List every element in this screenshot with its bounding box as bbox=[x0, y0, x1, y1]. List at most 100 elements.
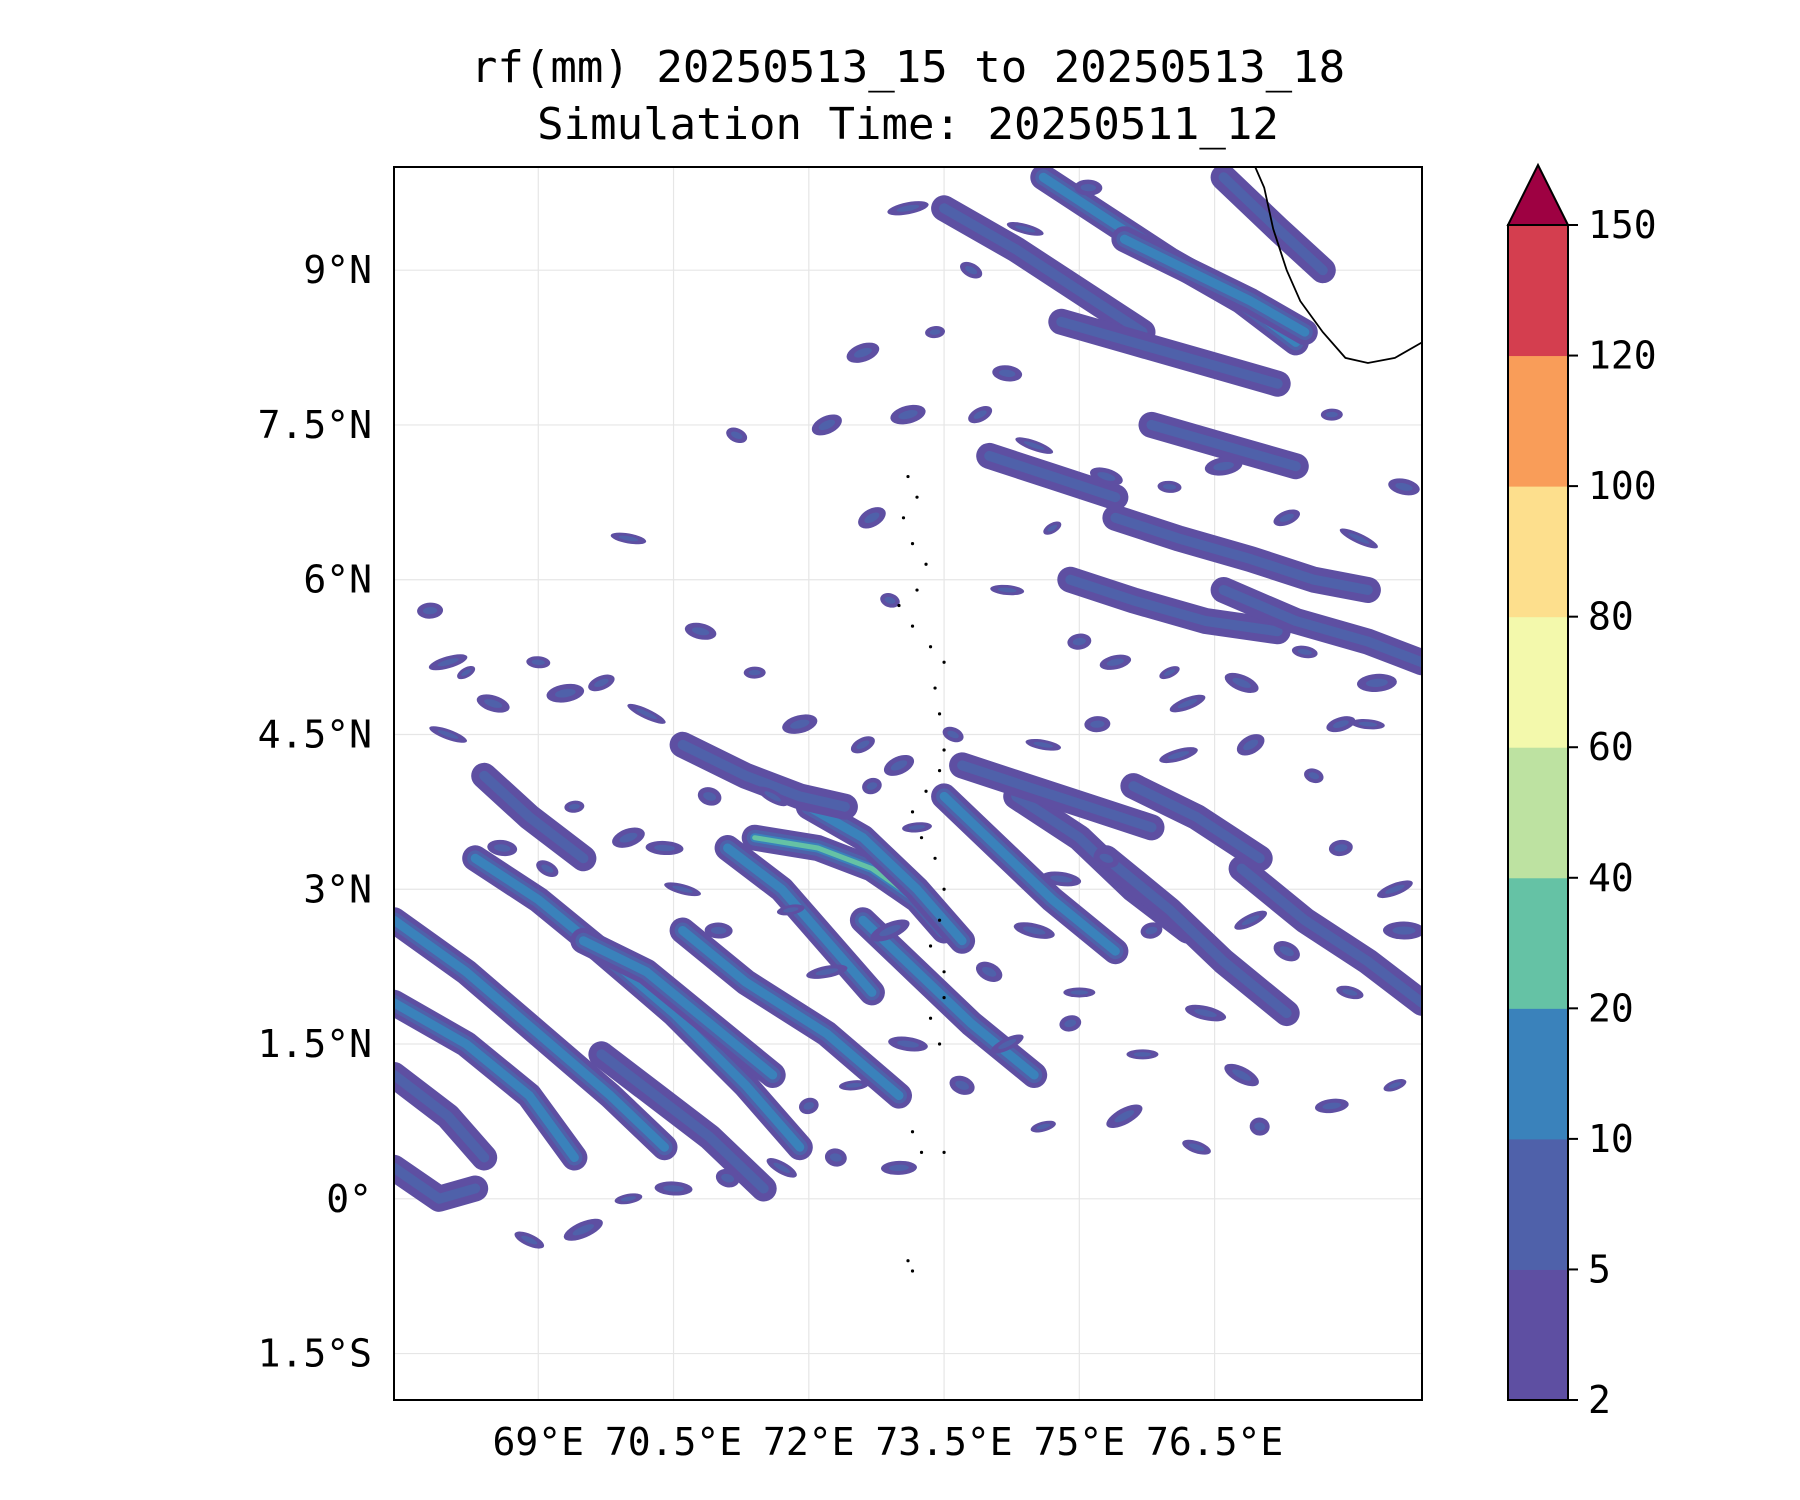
rain-patch-24 bbox=[1304, 768, 1324, 784]
rain-patch-inner bbox=[818, 419, 836, 431]
x-tick-label-1: 70.5°E bbox=[605, 1420, 742, 1464]
rain-band-2 bbox=[394, 1062, 498, 1171]
rain-patch-88 bbox=[975, 961, 1003, 982]
rain-patch-inner bbox=[1395, 482, 1413, 491]
rain-patch-14 bbox=[536, 860, 559, 877]
rain-patch-96 bbox=[862, 777, 882, 795]
colorbar: 2 5 10 20 40 60 80 100 120 150 bbox=[1506, 162, 1657, 1422]
rain-patch-52 bbox=[1336, 985, 1364, 1000]
rain-patch-inner bbox=[1015, 225, 1036, 233]
rain-patch-8 bbox=[782, 714, 818, 734]
coastline-layer bbox=[897, 167, 1422, 1273]
rain-patch-inner bbox=[1358, 721, 1378, 727]
rain-patch-94 bbox=[1041, 871, 1082, 887]
island-dot-4 bbox=[924, 562, 928, 566]
rain-patch-30 bbox=[1126, 1049, 1159, 1060]
rain-patch-28 bbox=[1273, 941, 1300, 962]
rain-patch-82 bbox=[428, 654, 468, 671]
rain-patch-inner bbox=[1388, 1082, 1402, 1089]
rain-patch-inner bbox=[1392, 926, 1416, 935]
rain-patch-79 bbox=[726, 427, 748, 444]
rain-patch-53 bbox=[1382, 921, 1422, 940]
rain-patch-59 bbox=[1326, 716, 1356, 733]
colorbar-segment-7 bbox=[1508, 355, 1568, 487]
rain-patch-inner bbox=[1072, 637, 1086, 646]
rain-patch-90 bbox=[1063, 987, 1096, 998]
rain-patch-81 bbox=[417, 602, 444, 619]
rain-patch-0 bbox=[457, 665, 476, 680]
rain-patch-75 bbox=[1006, 222, 1044, 236]
rain-patch-inner bbox=[1334, 844, 1348, 852]
rain-band-level-2 bbox=[479, 770, 589, 864]
rain-patch-23 bbox=[1236, 734, 1265, 756]
rain-patch-inner bbox=[1036, 1123, 1051, 1130]
rain-patch-54 bbox=[1099, 654, 1132, 670]
rain-patch-inner bbox=[437, 658, 459, 667]
rain-patch-38 bbox=[715, 1168, 740, 1188]
rain-patch-47 bbox=[1182, 1139, 1211, 1155]
rain-patch-inner bbox=[484, 699, 503, 708]
rain-patch-inner bbox=[1099, 853, 1114, 863]
rain-patch-inner bbox=[572, 1224, 595, 1236]
rain-patch-inner bbox=[898, 410, 918, 420]
island-dot-21 bbox=[942, 970, 946, 974]
rain-patch-inner bbox=[896, 204, 920, 212]
rain-patch-inner bbox=[1254, 1122, 1266, 1131]
rain-patch-69 bbox=[968, 406, 993, 424]
rain-patch-inner bbox=[620, 1196, 637, 1202]
rain-band-level-2 bbox=[939, 203, 1148, 338]
y-tick-label-0: 1.5°S bbox=[258, 1332, 372, 1376]
rain-band-21 bbox=[1102, 504, 1381, 603]
rain-patch-inner bbox=[998, 1039, 1017, 1050]
rain-band-25 bbox=[1111, 226, 1318, 346]
rain-band-level-3 bbox=[394, 998, 579, 1162]
chart-subtitle: Simulation Time: 20250511_12 bbox=[537, 99, 1279, 150]
rain-patch-inner bbox=[998, 369, 1016, 378]
rain-patch-26 bbox=[1328, 839, 1353, 857]
chart-title: rf(mm) 20250513_15 to 20250513_18 bbox=[471, 42, 1345, 93]
rain-patch-inner bbox=[853, 347, 872, 358]
rain-band-15 bbox=[1228, 855, 1422, 1016]
rain-patch-100 bbox=[776, 904, 805, 916]
rain-patch-86 bbox=[1067, 633, 1092, 650]
rain-band-level-3 bbox=[470, 853, 805, 1152]
rain-patch-inner bbox=[1325, 411, 1338, 418]
colorbar-label-4: 40 bbox=[1588, 856, 1634, 900]
rain-band-level-2 bbox=[677, 739, 850, 812]
colorbar-label-2: 10 bbox=[1588, 1117, 1634, 1161]
rain-patch-inner bbox=[866, 782, 878, 790]
rain-patch-83 bbox=[858, 507, 886, 529]
rain-patch-inner bbox=[947, 730, 959, 739]
island-dot-13 bbox=[937, 769, 942, 773]
rain-patch-45 bbox=[1030, 1120, 1056, 1133]
rain-patch-inner bbox=[1047, 524, 1058, 532]
island-dot-3 bbox=[910, 542, 915, 546]
rain-band-level-2 bbox=[957, 760, 1157, 833]
colorbar-label-3: 20 bbox=[1588, 986, 1634, 1030]
island-dot-22 bbox=[942, 995, 946, 1000]
rain-patch-32 bbox=[990, 1034, 1024, 1054]
rain-patch-inner bbox=[829, 1153, 842, 1162]
rain-patch-inner bbox=[663, 1185, 684, 1192]
rain-band-level-2 bbox=[1218, 172, 1328, 276]
rain-band-8 bbox=[714, 835, 885, 1006]
rain-patch-inner bbox=[997, 587, 1017, 593]
x-tick-label-5: 76.5°E bbox=[1146, 1420, 1283, 1464]
rain-patch-inner bbox=[554, 688, 576, 698]
colorbar-label-8: 120 bbox=[1588, 334, 1657, 378]
rain-patch-56 bbox=[1224, 672, 1259, 693]
rain-patch-inner bbox=[594, 678, 609, 688]
rain-patch-inner bbox=[1385, 884, 1405, 894]
rain-patch-48 bbox=[1249, 1117, 1270, 1136]
rain-patch-inner bbox=[1308, 772, 1320, 780]
x-tick-label-3: 73.5°E bbox=[875, 1420, 1012, 1464]
y-tick-label-6: 7.5°N bbox=[258, 403, 372, 447]
rain-patch-89 bbox=[1013, 922, 1055, 939]
rain-patch-inner bbox=[422, 607, 438, 615]
rain-band-20 bbox=[1057, 566, 1291, 645]
island-dot-5 bbox=[915, 588, 919, 592]
rain-patch-40 bbox=[614, 1193, 643, 1205]
rain-patch-inner bbox=[1106, 658, 1125, 666]
rain-patch-inner bbox=[1097, 472, 1116, 481]
